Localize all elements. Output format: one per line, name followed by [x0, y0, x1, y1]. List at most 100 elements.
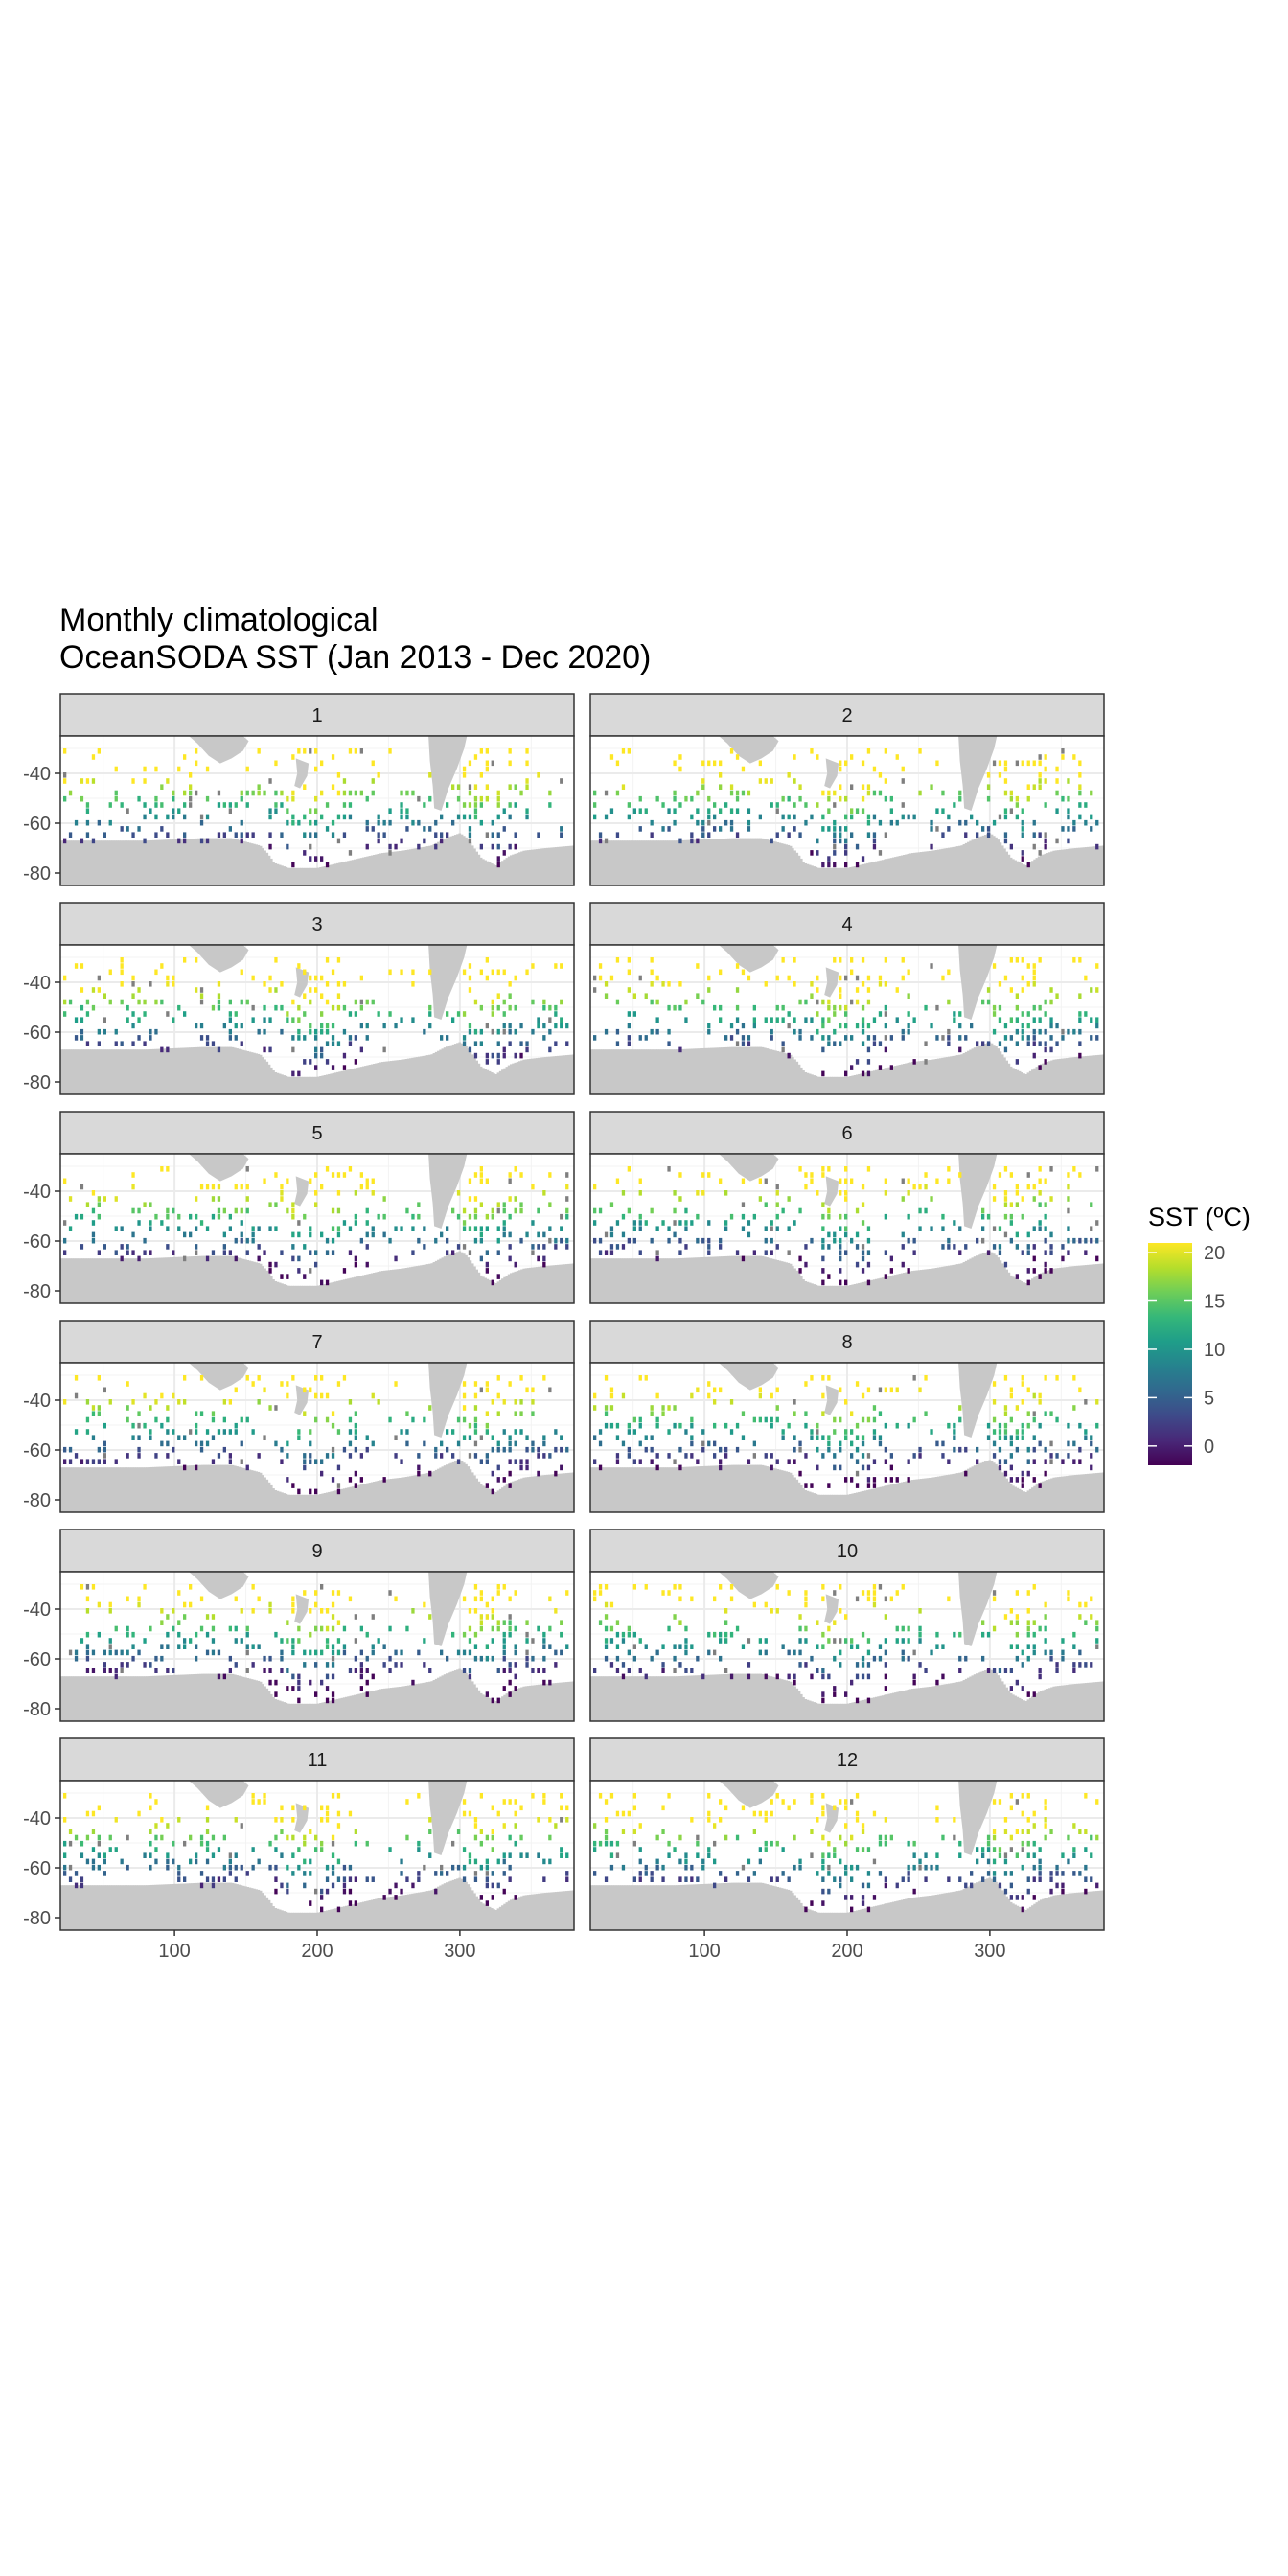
land-cell	[754, 838, 758, 886]
sst-cell	[331, 1477, 335, 1483]
land-cell	[349, 860, 353, 886]
land-cell	[830, 1076, 833, 1094]
sst-cell	[309, 1440, 312, 1447]
land-cell	[877, 1278, 880, 1303]
land-cell	[531, 1685, 535, 1721]
sst-cell	[251, 832, 255, 838]
sst-cell	[519, 1208, 523, 1214]
sst-cell	[866, 1166, 871, 1172]
sst-cell	[456, 1440, 461, 1447]
land-cell	[1052, 1059, 1056, 1094]
land-cell	[650, 1049, 654, 1094]
sst-cell	[981, 1237, 985, 1244]
sst-cell	[189, 802, 193, 808]
sst-cell	[827, 1035, 831, 1041]
sst-cell	[131, 832, 135, 838]
land-cell	[443, 1047, 447, 1094]
land-cell	[184, 1674, 188, 1721]
land-cell	[218, 1255, 221, 1303]
sst-cell	[901, 778, 905, 784]
sst-cell	[354, 1255, 357, 1262]
land-cell	[422, 1682, 426, 1721]
sst-cell	[291, 1231, 295, 1238]
sst-cell	[821, 1244, 825, 1250]
sst-cell	[1026, 1387, 1030, 1393]
sst-cell	[245, 790, 249, 796]
land-cell	[1005, 1060, 1008, 1094]
sst-cell	[514, 1429, 518, 1435]
sst-cell	[263, 1387, 266, 1393]
sst-cell	[1095, 843, 1099, 850]
sst-cell	[1090, 1435, 1093, 1440]
sst-cell	[251, 1608, 255, 1614]
land-cell	[66, 1676, 70, 1721]
sst-cell	[354, 1261, 357, 1268]
land-cell	[830, 1285, 833, 1303]
land-cell	[688, 1466, 692, 1512]
land-cell	[486, 1487, 490, 1512]
land-cell	[111, 1258, 115, 1303]
sst-cell	[234, 1255, 238, 1262]
sst-cell	[531, 1250, 535, 1255]
land-cell	[752, 1255, 756, 1303]
land-cell	[1078, 1265, 1081, 1303]
sst-cell	[286, 1381, 289, 1387]
sst-cell	[770, 1464, 773, 1471]
land-cell	[1024, 1491, 1028, 1512]
sst-cell	[821, 1046, 825, 1053]
sst-cell	[844, 1196, 848, 1202]
sst-cell	[514, 1028, 518, 1035]
sst-cell	[303, 1453, 307, 1459]
sst-cell	[1049, 987, 1053, 993]
land-cell	[156, 1257, 160, 1303]
land-cell	[768, 1466, 771, 1512]
sst-cell	[912, 1375, 916, 1381]
land-cell	[950, 1474, 953, 1512]
sst-cell	[508, 1178, 512, 1184]
land-cell	[261, 1684, 264, 1721]
sst-cell	[1009, 1464, 1013, 1471]
sst-cell	[548, 1028, 552, 1035]
sst-cell	[884, 957, 887, 963]
land-cell	[415, 848, 419, 886]
land-cell	[148, 840, 151, 886]
land-cell	[62, 1049, 65, 1094]
land-cell	[175, 1674, 179, 1721]
land-cell	[432, 1680, 436, 1721]
land-cell	[934, 1059, 938, 1094]
sst-cell	[314, 819, 318, 826]
land-cell	[821, 1285, 824, 1303]
land-cell	[439, 1676, 443, 1721]
sst-cell	[354, 1011, 357, 1017]
sst-cell	[953, 1011, 956, 1017]
sst-cell	[473, 1453, 478, 1459]
sst-cell	[103, 1028, 106, 1035]
sst-cell	[309, 1488, 312, 1495]
sst-cell	[428, 1023, 432, 1029]
sst-cell	[673, 1405, 677, 1411]
land-cell	[806, 863, 810, 886]
sst-cell	[354, 1435, 357, 1440]
sst-cell	[417, 1453, 421, 1459]
sst-cell	[331, 1023, 335, 1029]
land-cell	[345, 1278, 348, 1303]
sst-cell	[479, 795, 483, 802]
sst-cell	[1009, 1440, 1013, 1447]
sst-cell	[798, 999, 802, 1005]
sst-cell	[930, 784, 933, 790]
sst-cell	[286, 1686, 289, 1691]
sst-cell	[719, 1004, 723, 1011]
sst-cell	[342, 1028, 347, 1035]
sst-cell	[907, 1178, 910, 1184]
land-cell	[686, 840, 690, 886]
sst-cell	[850, 1440, 854, 1447]
sst-cell	[604, 790, 609, 796]
land-cell	[842, 1494, 846, 1512]
sst-cell	[565, 1244, 569, 1250]
sst-cell	[798, 795, 802, 802]
sst-cell	[468, 832, 472, 838]
sst-cell	[195, 987, 198, 993]
land-cell	[458, 833, 462, 886]
sst-cell	[149, 1662, 152, 1668]
sst-cell	[172, 795, 175, 802]
